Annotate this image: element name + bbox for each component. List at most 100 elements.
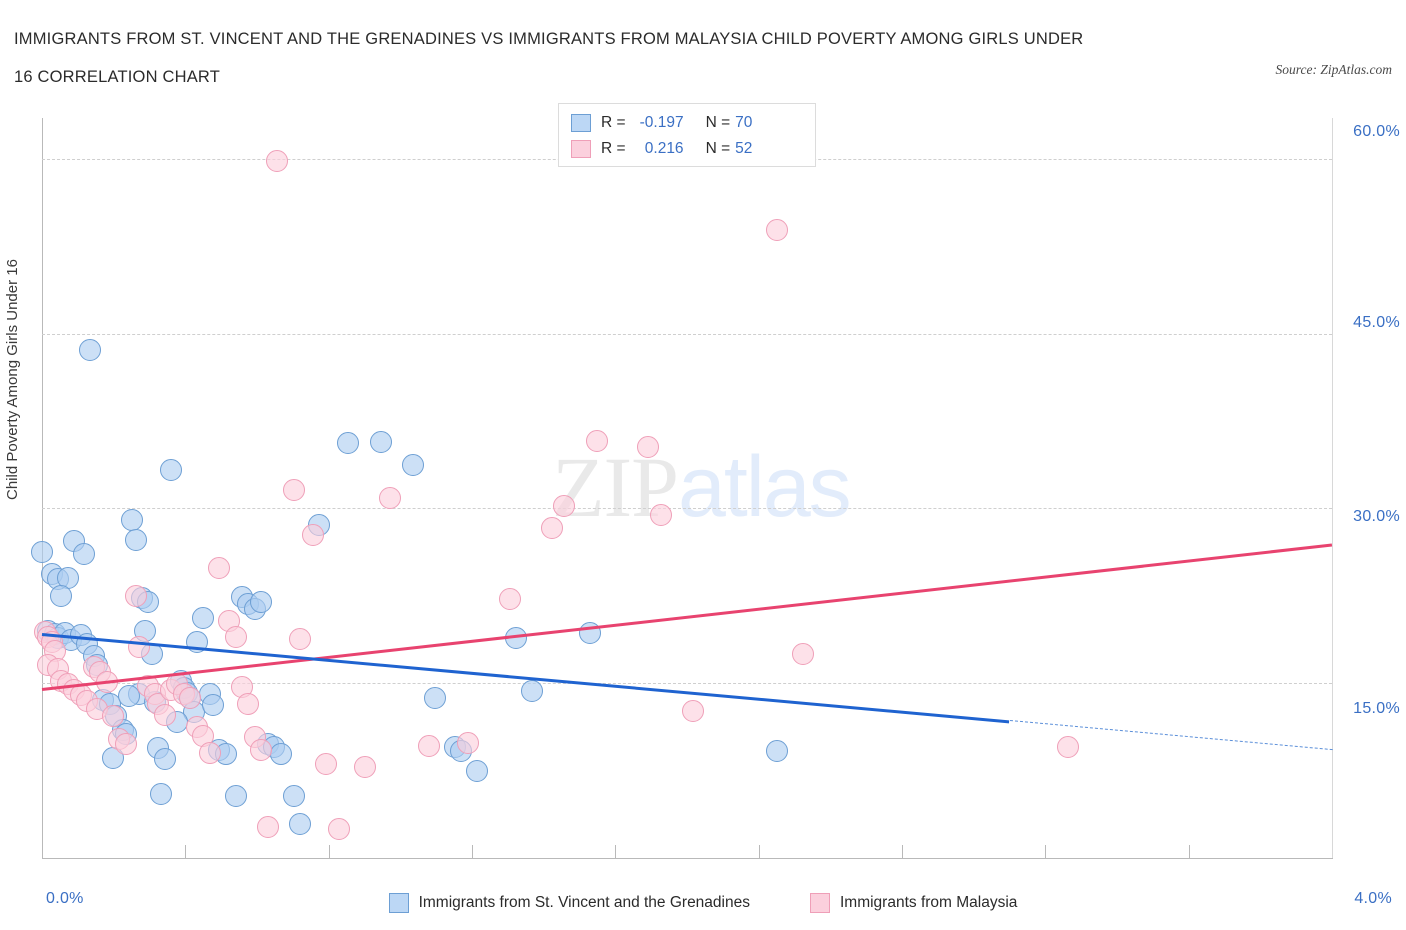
gridline [42, 333, 1332, 335]
scatter-point[interactable] [250, 590, 273, 613]
blue-series-swatch-icon [571, 114, 591, 132]
scatter-point[interactable] [50, 584, 73, 607]
x-axis-tick [758, 845, 760, 859]
correlation-stats-box: R = -0.197 N = 70 R = 0.216 N = 52 [558, 103, 816, 167]
source-label: Source: ZipAtlas.com [1275, 62, 1392, 77]
scatter-point[interactable] [337, 432, 360, 455]
x-tick-label-min: 0.0% [46, 890, 84, 907]
scatter-point[interactable] [314, 752, 337, 775]
scatter-point[interactable] [792, 643, 815, 666]
scatter-point[interactable] [553, 495, 576, 518]
scatter-point[interactable] [585, 429, 608, 452]
scatter-point[interactable] [379, 486, 402, 509]
x-axis-line [42, 858, 1333, 859]
scatter-point[interactable] [521, 680, 544, 703]
x-axis-tick [185, 845, 187, 859]
scatter-point[interactable] [540, 517, 563, 540]
x-axis-tick [328, 845, 330, 859]
scatter-point[interactable] [1056, 736, 1079, 759]
scatter-point[interactable] [256, 815, 279, 838]
scatter-point[interactable] [418, 735, 440, 758]
scatter-point[interactable] [79, 338, 102, 361]
scatter-point[interactable] [579, 622, 602, 645]
scatter-point[interactable] [301, 524, 324, 547]
plot-area [31, 118, 1333, 858]
legend-pink-label: Immigrants from Malaysia [839, 894, 1018, 911]
scatter-point[interactable] [153, 703, 176, 726]
stats-row-blue: R = -0.197 N = 70 [571, 110, 805, 136]
scatter-point[interactable] [266, 150, 289, 173]
gridline [42, 508, 1332, 510]
y-tick-label-45: 45.0% [1353, 314, 1400, 331]
scatter-point[interactable] [150, 782, 173, 805]
scatter-point[interactable] [114, 732, 137, 755]
scatter-point[interactable] [121, 509, 144, 532]
scatter-point[interactable] [237, 693, 260, 716]
legend-blue-label: Immigrants from St. Vincent and the Gren… [418, 894, 750, 911]
scatter-point[interactable] [766, 739, 789, 762]
scatter-point[interactable] [353, 756, 376, 779]
scatter-point[interactable] [160, 458, 182, 481]
scatter-point[interactable] [456, 731, 479, 754]
x-axis-tick [615, 845, 617, 859]
pink-n-label: N = [705, 140, 731, 157]
stats-row-pink: R = 0.216 N = 52 [571, 136, 805, 162]
x-axis-tick [1045, 845, 1047, 859]
legend-pink-swatch-icon [809, 893, 830, 913]
blue-n-value: 70 [735, 114, 753, 131]
scatter-point[interactable] [72, 542, 95, 565]
pink-series-swatch-icon [571, 140, 591, 158]
scatter-point[interactable] [95, 671, 118, 694]
scatter-point[interactable] [424, 687, 447, 710]
legend-item-blue[interactable]: Immigrants from St. Vincent and the Gren… [388, 893, 750, 913]
scatter-point[interactable] [650, 504, 673, 527]
scatter-point[interactable] [401, 454, 424, 477]
scatter-point[interactable] [124, 584, 147, 607]
scatter-point[interactable] [369, 430, 392, 453]
scatter-point[interactable] [198, 742, 221, 765]
x-axis-tick [902, 845, 903, 859]
series-legend: Immigrants from St. Vincent and the Gren… [0, 888, 1406, 918]
scatter-point[interactable] [637, 435, 660, 458]
scatter-point[interactable] [327, 817, 350, 840]
scatter-point[interactable] [192, 606, 215, 629]
scatter-point[interactable] [127, 636, 150, 659]
scatter-point[interactable] [201, 694, 224, 717]
scatter-point[interactable] [498, 588, 521, 611]
scatter-point[interactable] [31, 540, 53, 563]
scatter-point[interactable] [179, 687, 202, 710]
scatter-point[interactable] [289, 627, 311, 650]
scatter-point[interactable] [289, 813, 311, 836]
gridline [42, 683, 1332, 685]
scatter-point[interactable] [224, 625, 247, 648]
legend-item-pink[interactable]: Immigrants from Malaysia [809, 893, 1018, 913]
scatter-point[interactable] [153, 747, 176, 770]
scatter-point[interactable] [185, 631, 208, 654]
blue-n-label: N = [705, 114, 731, 131]
scatter-point[interactable] [505, 626, 528, 649]
scatter-point[interactable] [101, 704, 124, 727]
scatter-point[interactable] [118, 685, 141, 708]
scatter-point[interactable] [766, 218, 789, 241]
blue-r-label: R = [601, 114, 626, 131]
scatter-point[interactable] [250, 738, 273, 761]
scatter-point[interactable] [124, 528, 147, 551]
y-axis-line [42, 118, 43, 858]
title-line-2: 16 CORRELATION CHART [14, 68, 221, 86]
y-tick-label-60: 60.0% [1353, 123, 1400, 140]
pink-n-value: 52 [735, 140, 753, 157]
scatter-point[interactable] [224, 785, 247, 808]
title-line-1: IMMIGRANTS FROM ST. VINCENT AND THE GREN… [14, 30, 1084, 48]
scatter-point[interactable] [282, 785, 305, 808]
scatter-point[interactable] [466, 759, 489, 782]
scatter-point[interactable] [682, 700, 705, 723]
x-axis-tick [1188, 845, 1190, 859]
scatter-point[interactable] [282, 478, 305, 501]
x-axis-tick [472, 845, 473, 859]
legend-blue-swatch-icon [388, 893, 409, 913]
scatter-point[interactable] [269, 743, 292, 766]
right-axis-line [1332, 118, 1333, 858]
page-title: IMMIGRANTS FROM ST. VINCENT AND THE GREN… [14, 20, 1214, 96]
scatter-point[interactable] [208, 556, 231, 579]
